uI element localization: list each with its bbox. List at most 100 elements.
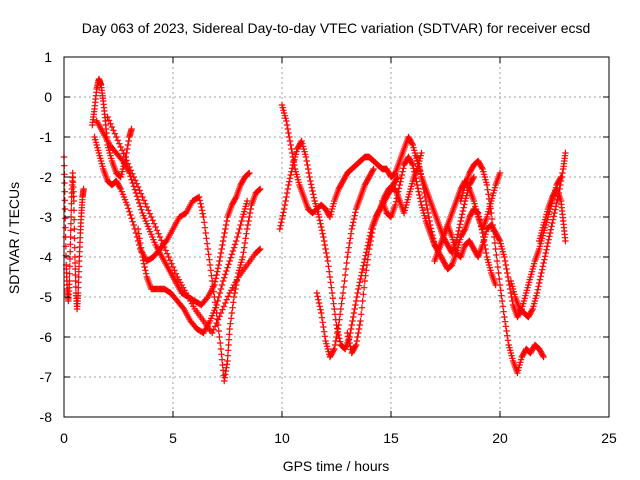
data-point xyxy=(413,181,421,189)
data-point xyxy=(408,160,416,167)
data-point xyxy=(488,209,495,217)
data-point xyxy=(430,238,438,245)
data-point xyxy=(331,341,339,349)
data-point xyxy=(537,273,544,280)
data-point xyxy=(246,169,253,177)
data-point xyxy=(217,249,225,257)
data-point xyxy=(123,157,130,164)
data-point xyxy=(310,194,318,201)
data-point xyxy=(215,327,222,335)
data-point xyxy=(141,263,148,271)
data-point xyxy=(559,169,566,177)
data-point xyxy=(210,326,217,333)
data-point xyxy=(104,113,111,121)
series-track-m xyxy=(457,157,547,377)
data-point xyxy=(140,260,148,267)
data-point xyxy=(213,301,220,309)
data-point xyxy=(397,175,405,182)
data-point xyxy=(225,261,232,268)
data-point xyxy=(484,186,491,193)
data-point xyxy=(116,140,123,147)
data-point xyxy=(238,217,245,225)
data-point xyxy=(142,267,149,274)
data-point xyxy=(456,253,464,260)
data-point xyxy=(313,289,321,297)
data-point xyxy=(139,253,146,261)
data-point xyxy=(205,251,212,258)
data-point xyxy=(501,253,508,261)
data-point xyxy=(353,337,361,345)
data-point xyxy=(206,256,213,263)
data-point xyxy=(321,241,329,249)
data-point xyxy=(139,193,146,201)
data-point xyxy=(222,299,229,307)
data-point xyxy=(410,165,417,172)
data-point xyxy=(465,184,472,191)
data-point xyxy=(159,240,167,247)
data-point xyxy=(287,141,294,149)
series-track-i xyxy=(313,165,377,361)
data-point xyxy=(544,239,552,247)
data-point xyxy=(111,130,119,137)
data-point xyxy=(496,281,504,289)
data-point xyxy=(237,221,244,229)
x-tick-label: 0 xyxy=(60,430,68,446)
data-point xyxy=(125,137,132,145)
data-point xyxy=(242,235,249,242)
series-track-h xyxy=(276,137,401,353)
data-point xyxy=(507,289,515,297)
data-point xyxy=(297,139,305,146)
data-point xyxy=(416,163,423,171)
data-point xyxy=(343,259,350,267)
data-point xyxy=(502,323,510,330)
data-point xyxy=(417,198,424,205)
data-point xyxy=(315,213,323,221)
data-point xyxy=(400,165,407,172)
data-point xyxy=(129,170,136,177)
data-point xyxy=(334,325,342,333)
data-point xyxy=(341,277,348,285)
data-point xyxy=(328,284,335,291)
data-point xyxy=(314,293,321,300)
data-point xyxy=(421,189,428,197)
data-point xyxy=(136,199,143,207)
data-point xyxy=(214,316,222,323)
data-point xyxy=(335,321,342,329)
data-point xyxy=(127,211,134,219)
data-point xyxy=(504,273,512,281)
data-point xyxy=(75,284,82,291)
data-point xyxy=(552,203,560,210)
data-point xyxy=(232,285,239,293)
y-tick-label: 1 xyxy=(44,49,52,65)
data-point xyxy=(501,318,509,325)
data-point xyxy=(417,170,424,177)
data-point xyxy=(418,173,425,181)
data-point xyxy=(357,317,364,325)
data-point xyxy=(286,175,294,182)
data-point xyxy=(318,314,326,321)
data-point xyxy=(342,265,350,273)
data-point xyxy=(387,213,394,220)
data-point xyxy=(280,205,288,213)
data-point xyxy=(368,229,376,237)
data-point xyxy=(321,333,329,340)
data-point xyxy=(118,156,125,163)
series-track-c xyxy=(91,133,264,385)
data-point xyxy=(317,220,324,227)
data-point xyxy=(363,261,371,269)
data-point xyxy=(137,239,144,247)
data-point xyxy=(310,191,317,198)
x-tick-label: 10 xyxy=(274,430,290,446)
data-point xyxy=(500,308,507,315)
data-point xyxy=(219,306,226,313)
data-point xyxy=(456,224,463,231)
data-point xyxy=(220,303,228,310)
data-point xyxy=(344,329,351,337)
data-point xyxy=(228,309,236,317)
data-point xyxy=(211,281,218,289)
data-point xyxy=(360,262,367,269)
data-point xyxy=(358,311,365,318)
data-point xyxy=(370,165,377,173)
data-point xyxy=(399,168,406,175)
data-point xyxy=(80,185,87,193)
